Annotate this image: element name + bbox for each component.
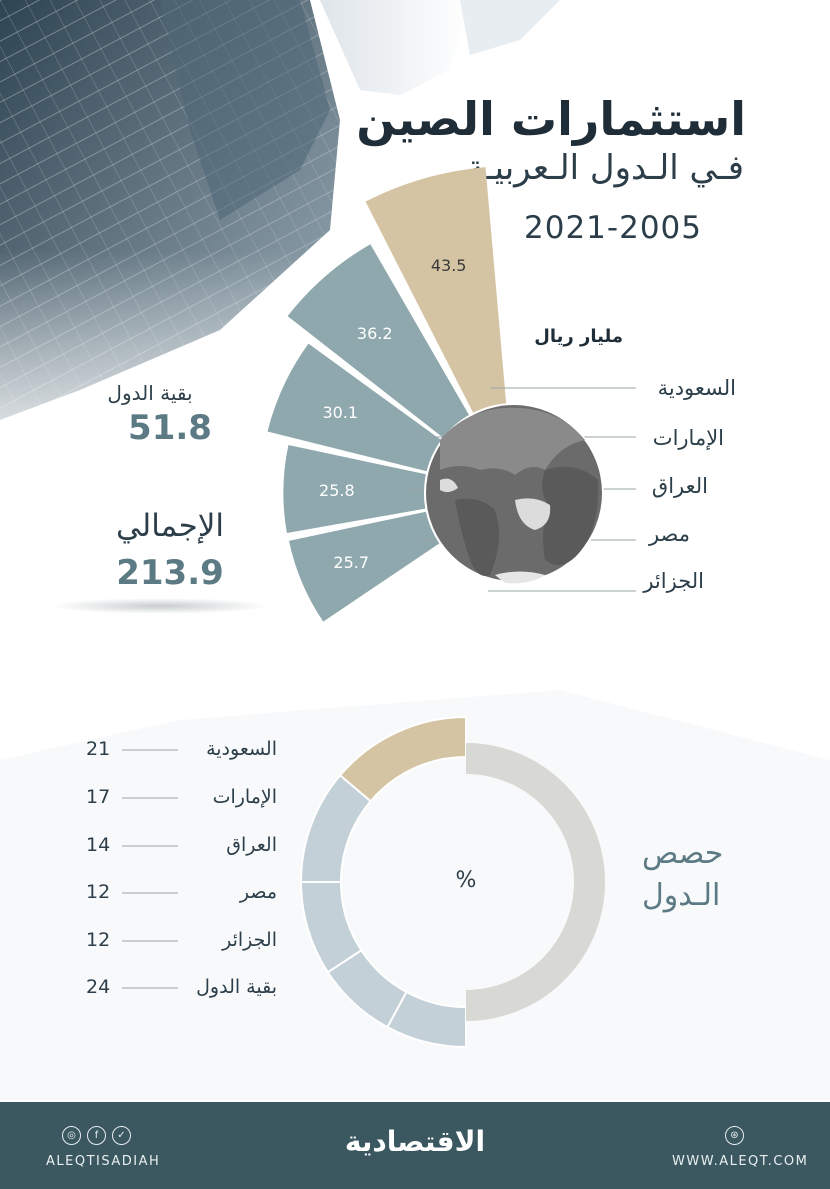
brand-logo: الاقتصادية [344, 1125, 486, 1158]
shares-donut-chart [122, 715, 605, 1049]
country-label: مصر [648, 522, 690, 546]
share-value-label: 14 [86, 834, 111, 856]
bar-value-label: 30.1 [322, 403, 358, 422]
unit-label: مليار ريال [534, 326, 623, 347]
bar-value-label: 43.5 [431, 256, 467, 275]
country-label: السعودية [657, 376, 736, 400]
share-value-label: 12 [86, 881, 111, 903]
footer-bar [0, 1102, 830, 1189]
twitter-icon[interactable]: ✓ [112, 1126, 131, 1145]
bar-value-label: 36.2 [357, 324, 393, 343]
social-handle[interactable]: ALEQTISADIAH [46, 1154, 161, 1169]
shares-title: الـدول [642, 878, 721, 913]
shares-title: حصص [642, 836, 724, 871]
country-label: الإمارات [652, 426, 724, 450]
country-label: الجزائر [643, 569, 704, 593]
rest-value: 51.8 [128, 408, 212, 448]
share-country-label: العراق [226, 834, 277, 856]
bar-value-label: 25.8 [319, 481, 355, 500]
facebook-icon[interactable]: f [87, 1126, 106, 1145]
donut-slice [326, 948, 408, 1029]
share-value-label: 24 [86, 976, 111, 998]
radial-bar [283, 445, 426, 534]
rest-label: بقية الدول [107, 381, 193, 405]
share-value-label: 17 [86, 786, 111, 808]
donut-slice [299, 773, 373, 883]
donut-slice [338, 715, 467, 803]
radial-bar [288, 511, 440, 622]
dribbble-icon[interactable]: ⊛ [725, 1126, 744, 1145]
total-value: 213.9 [116, 553, 224, 593]
globe-icon [424, 403, 604, 584]
share-value-label: 21 [86, 738, 111, 760]
share-value-label: 12 [86, 929, 111, 951]
percent-label: % [455, 868, 477, 893]
country-label: العراق [651, 474, 708, 498]
chart-title: استثمارات الصين [356, 92, 746, 146]
instagram-icon[interactable]: ◎ [62, 1126, 81, 1145]
radial-bar [365, 167, 507, 413]
chart-subtitle: فـي الـدول الـعربيـة [466, 148, 744, 188]
share-country-label: الجزائر [222, 929, 277, 951]
share-country-label: مصر [239, 881, 277, 903]
bar-value-label: 25.7 [333, 553, 369, 572]
website-url[interactable]: WWW.ALEQT.COM [672, 1154, 809, 1169]
year-range: 2021-2005 [524, 210, 702, 246]
donut-slice [299, 881, 363, 974]
share-country-label: السعودية [206, 738, 277, 760]
share-country-label: بقية الدول [196, 976, 277, 998]
donut-slice [386, 990, 467, 1049]
total-label: الإجمالي [115, 508, 225, 544]
radial-bar [267, 343, 442, 472]
share-country-label: الإمارات [212, 786, 277, 808]
radial-bar-chart: 43.5 36.2 30.1 25.8 25.7 [267, 167, 636, 622]
donut-slice-rest [466, 743, 605, 1021]
radial-bar [287, 244, 469, 438]
